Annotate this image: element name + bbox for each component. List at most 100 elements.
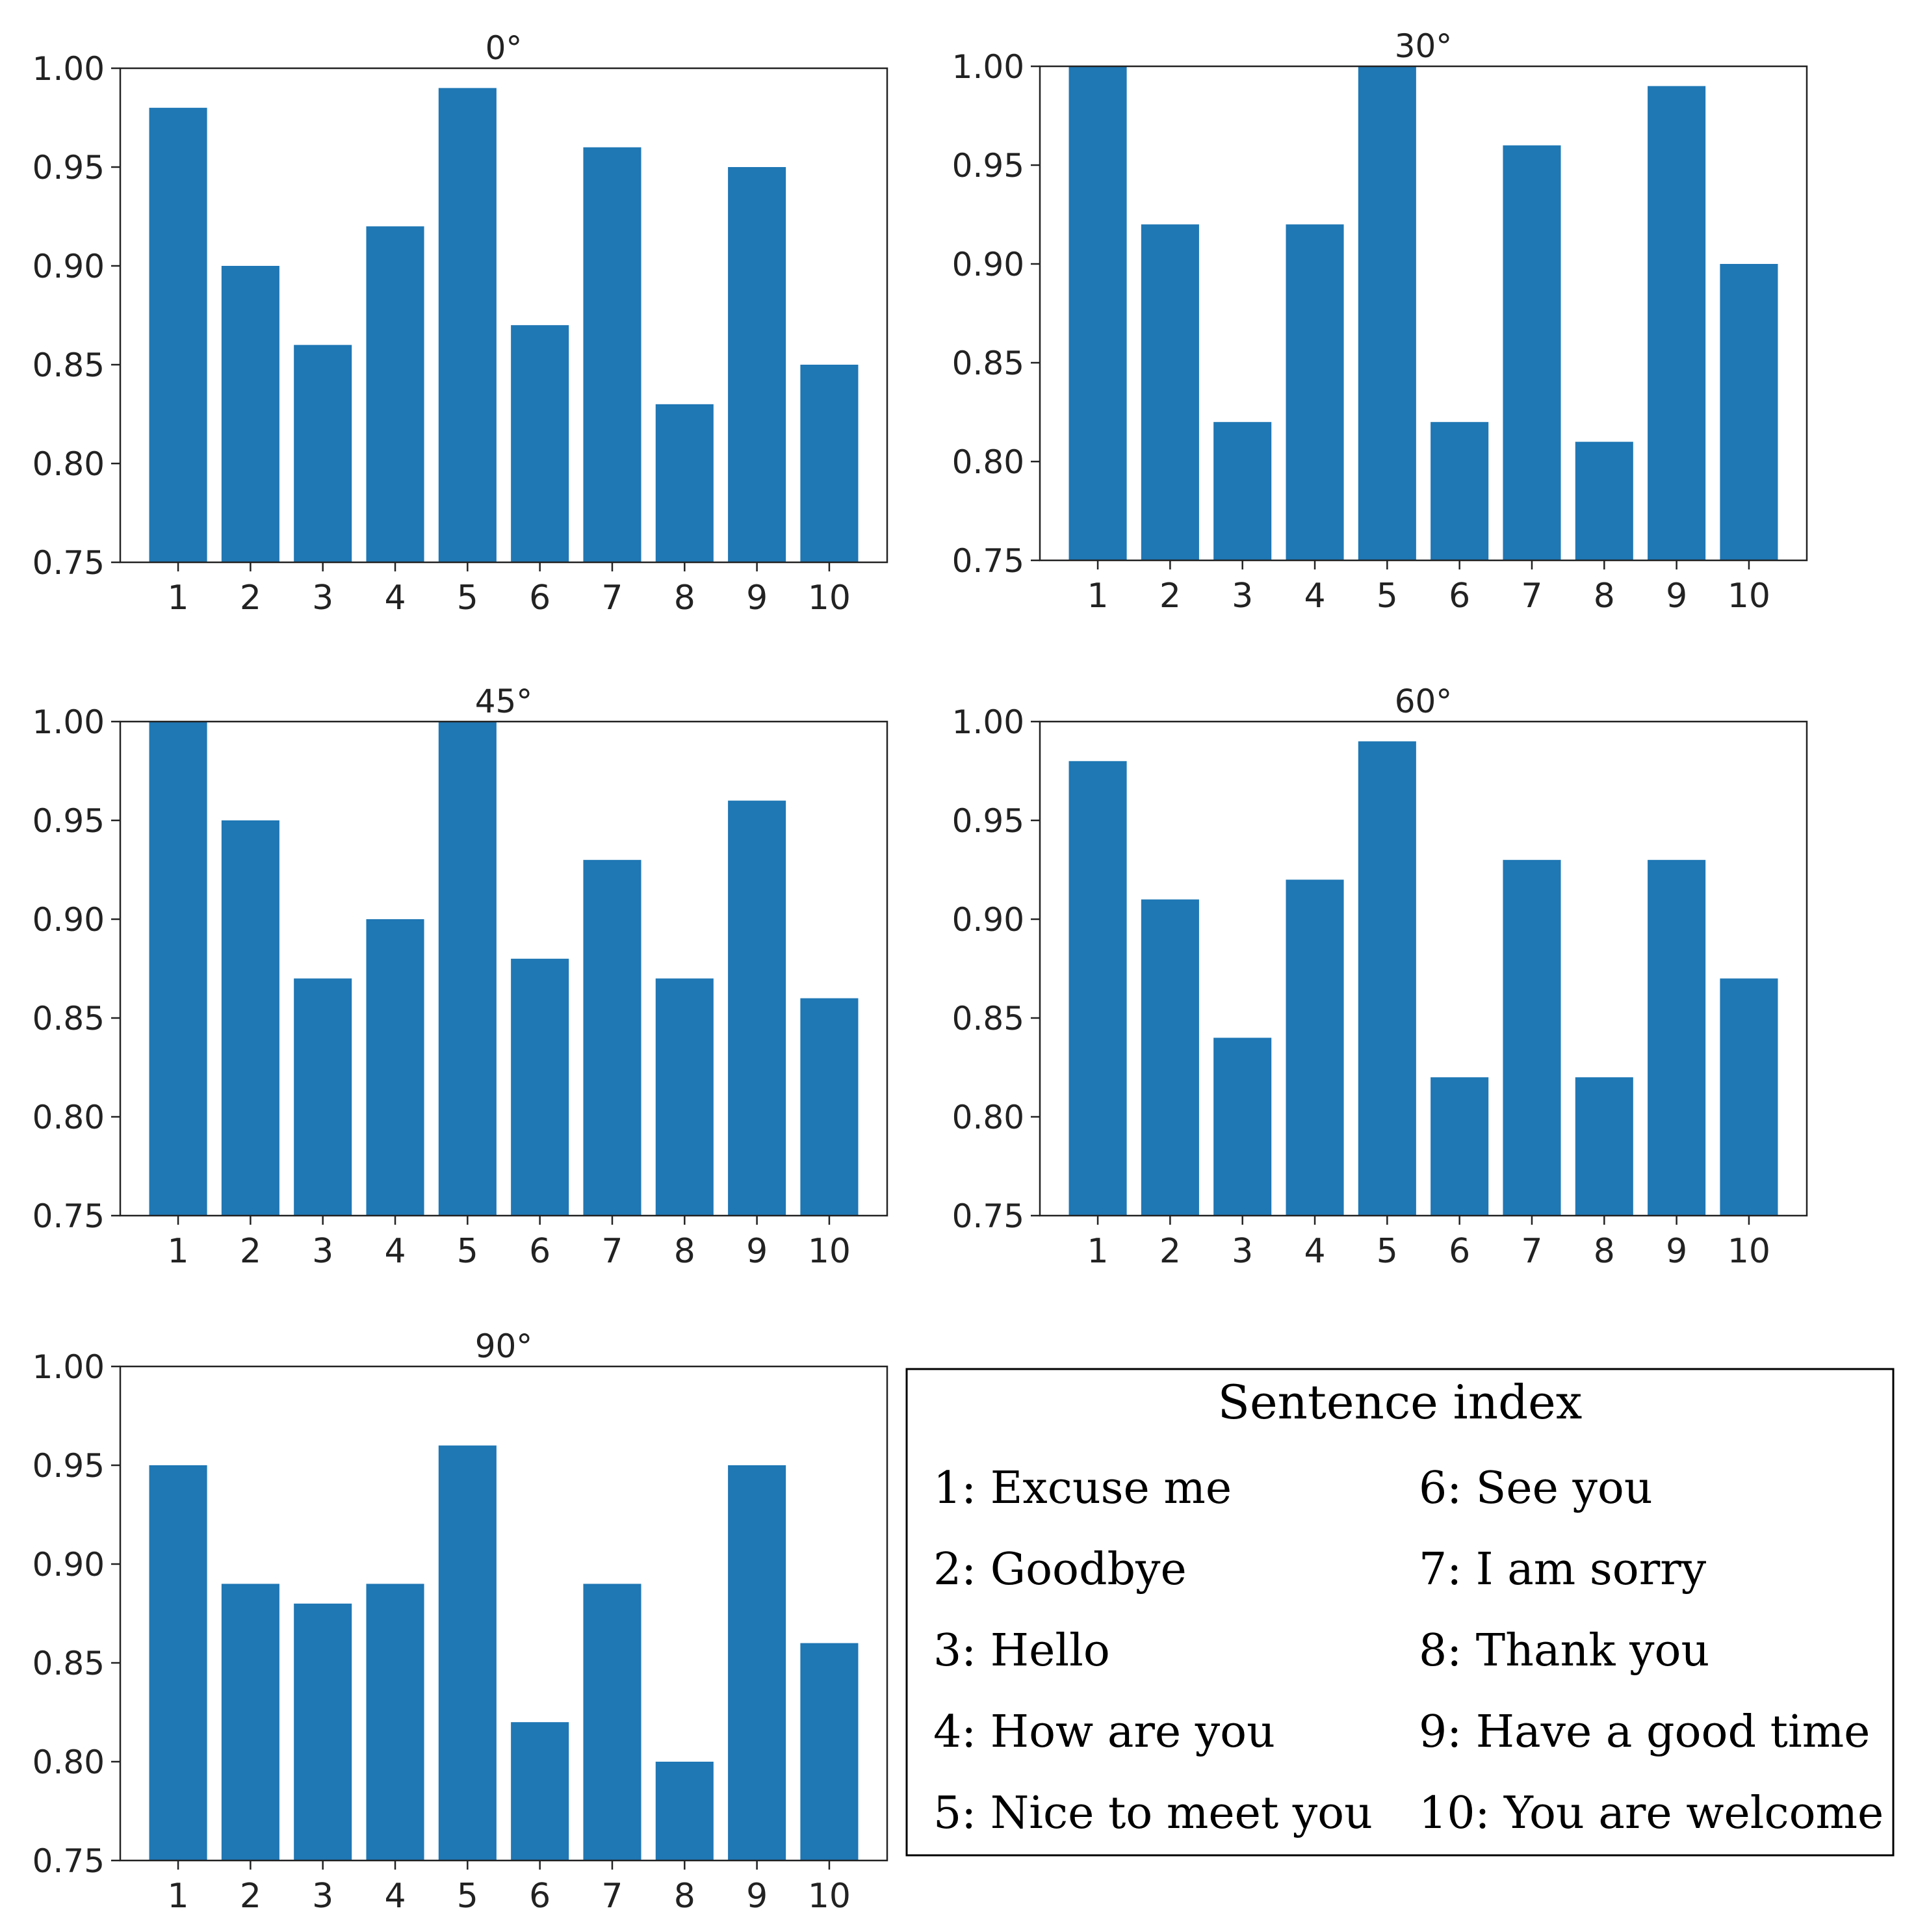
bar-2-6 bbox=[1431, 422, 1489, 560]
x-tick-label: 10 bbox=[1728, 577, 1770, 616]
bar-5-7 bbox=[583, 1584, 641, 1860]
bar-4-9 bbox=[1648, 859, 1706, 1216]
chart-panel-5: 0.75 0.80 0.85 0.90 0.95 1.00 1 2 3 4 5 6 7 8 9 10 90° bbox=[32, 1327, 888, 1916]
y-tick-label: 0.85 bbox=[32, 1645, 105, 1682]
y-tick-label: 1.00 bbox=[32, 1348, 105, 1386]
chart-panel-2: 0.75 0.80 0.85 0.90 0.95 1.00 1 2 3 4 5 6 7 8 9 10 30° bbox=[952, 27, 1808, 616]
x-tick-label: 3 bbox=[312, 1232, 333, 1271]
bar-5-5 bbox=[438, 1445, 497, 1860]
bar-4-5 bbox=[1358, 741, 1416, 1216]
y-tick-label: 0.90 bbox=[32, 1546, 105, 1584]
y-tick-label: 0.80 bbox=[952, 443, 1024, 481]
bar-3-3 bbox=[294, 978, 352, 1216]
legend-item-10: 10: You are welcome bbox=[1419, 1788, 1884, 1839]
x-tick-label: 9 bbox=[1666, 577, 1687, 616]
bar-5-4 bbox=[366, 1584, 424, 1860]
axes-frame bbox=[119, 720, 888, 1217]
legend-box: Sentence index 1: Excuse me 2: Goodbye 3… bbox=[905, 1368, 1895, 1857]
chart-panel-4: 0.75 0.80 0.85 0.90 0.95 1.00 1 2 3 4 5 6 7 8 9 10 60° bbox=[952, 683, 1808, 1271]
y-tick-label: 0.95 bbox=[32, 149, 105, 187]
bar-1-9 bbox=[728, 167, 786, 562]
x-tick-label: 6 bbox=[529, 1232, 550, 1271]
bar-3-1 bbox=[149, 722, 207, 1216]
bar-3-9 bbox=[728, 800, 786, 1216]
bar-4-4 bbox=[1286, 880, 1344, 1216]
x-tick-label: 5 bbox=[457, 1877, 478, 1916]
y-tick-label: 0.75 bbox=[32, 544, 105, 582]
legend-item-3: 3: Hello bbox=[933, 1625, 1110, 1677]
y-tick-label: 0.75 bbox=[32, 1197, 105, 1235]
y-tick-label: 0.85 bbox=[32, 1000, 105, 1038]
bar-1-8 bbox=[655, 404, 714, 562]
y-tick-label: 0.85 bbox=[952, 1000, 1024, 1038]
y-tick-label: 0.90 bbox=[952, 246, 1024, 283]
bar-3-2 bbox=[221, 820, 279, 1216]
y-tick-label: 0.85 bbox=[952, 345, 1024, 382]
y-tick-label: 0.75 bbox=[952, 542, 1024, 580]
x-tick-label: 1 bbox=[1087, 577, 1109, 616]
x-tick-label: 7 bbox=[601, 579, 623, 618]
chart-title: 30° bbox=[1395, 27, 1453, 65]
x-tick-label: 10 bbox=[808, 1877, 851, 1916]
x-tick-label: 2 bbox=[1159, 577, 1181, 616]
x-tick-label: 4 bbox=[1304, 577, 1325, 616]
axes-frame bbox=[119, 67, 888, 564]
axes-frame bbox=[1039, 720, 1808, 1217]
x-tick-label: 2 bbox=[240, 1232, 261, 1271]
y-tick-label: 0.95 bbox=[952, 802, 1024, 840]
bar-5-10 bbox=[800, 1643, 859, 1860]
bar-3-7 bbox=[583, 859, 641, 1216]
bar-2-7 bbox=[1503, 145, 1561, 561]
x-tick-label: 10 bbox=[1728, 1232, 1770, 1271]
bar-1-2 bbox=[221, 266, 279, 562]
x-tick-label: 8 bbox=[674, 579, 695, 618]
x-tick-label: 9 bbox=[746, 579, 768, 618]
bar-2-1 bbox=[1068, 66, 1127, 560]
y-tick-label: 0.75 bbox=[32, 1842, 105, 1880]
x-tick-label: 8 bbox=[1594, 577, 1615, 616]
x-tick-label: 4 bbox=[384, 1232, 406, 1271]
y-tick-label: 0.75 bbox=[952, 1197, 1024, 1235]
x-tick-label: 1 bbox=[168, 1232, 189, 1271]
x-tick-label: 5 bbox=[1377, 577, 1398, 616]
bar-3-6 bbox=[511, 958, 569, 1216]
bar-2-10 bbox=[1720, 264, 1778, 560]
bar-3-5 bbox=[438, 722, 497, 1216]
x-tick-label: 5 bbox=[1377, 1232, 1398, 1271]
bar-2-4 bbox=[1286, 224, 1344, 560]
x-tick-label: 2 bbox=[240, 1877, 261, 1916]
x-tick-label: 6 bbox=[1449, 1232, 1470, 1271]
bar-3-4 bbox=[366, 919, 424, 1216]
x-tick-label: 2 bbox=[240, 579, 261, 618]
x-tick-label: 10 bbox=[808, 579, 851, 618]
bar-4-1 bbox=[1068, 761, 1127, 1216]
x-tick-label: 5 bbox=[457, 1232, 478, 1271]
bar-2-9 bbox=[1648, 86, 1706, 560]
x-tick-label: 3 bbox=[1232, 1232, 1253, 1271]
bar-2-2 bbox=[1141, 224, 1199, 560]
bar-1-7 bbox=[583, 147, 641, 563]
x-tick-label: 7 bbox=[1521, 577, 1542, 616]
bar-4-7 bbox=[1503, 859, 1561, 1216]
x-tick-label: 3 bbox=[312, 1877, 333, 1916]
bar-1-1 bbox=[149, 107, 207, 563]
bar-1-5 bbox=[438, 88, 497, 562]
bar-4-10 bbox=[1720, 978, 1778, 1216]
y-tick-label: 1.00 bbox=[32, 50, 105, 88]
bar-4-8 bbox=[1575, 1077, 1633, 1216]
chart-panel-3: 0.75 0.80 0.85 0.90 0.95 1.00 1 2 3 4 5 6 7 8 9 10 45° bbox=[32, 683, 888, 1271]
legend-item-4: 4: How are you bbox=[933, 1706, 1275, 1758]
bar-5-1 bbox=[149, 1465, 207, 1860]
y-tick-label: 1.00 bbox=[952, 703, 1024, 741]
x-tick-label: 4 bbox=[1304, 1232, 1325, 1271]
y-tick-label: 0.95 bbox=[32, 802, 105, 840]
legend-item-6: 6: See you bbox=[1419, 1463, 1653, 1514]
bar-5-8 bbox=[655, 1762, 714, 1860]
x-tick-label: 4 bbox=[384, 579, 406, 618]
legend-item-7: 7: I am sorry bbox=[1419, 1544, 1707, 1595]
x-tick-label: 6 bbox=[529, 1877, 550, 1916]
y-tick-label: 0.80 bbox=[952, 1099, 1024, 1136]
y-tick-label: 0.80 bbox=[32, 1743, 105, 1781]
y-tick-label: 0.80 bbox=[32, 1099, 105, 1136]
